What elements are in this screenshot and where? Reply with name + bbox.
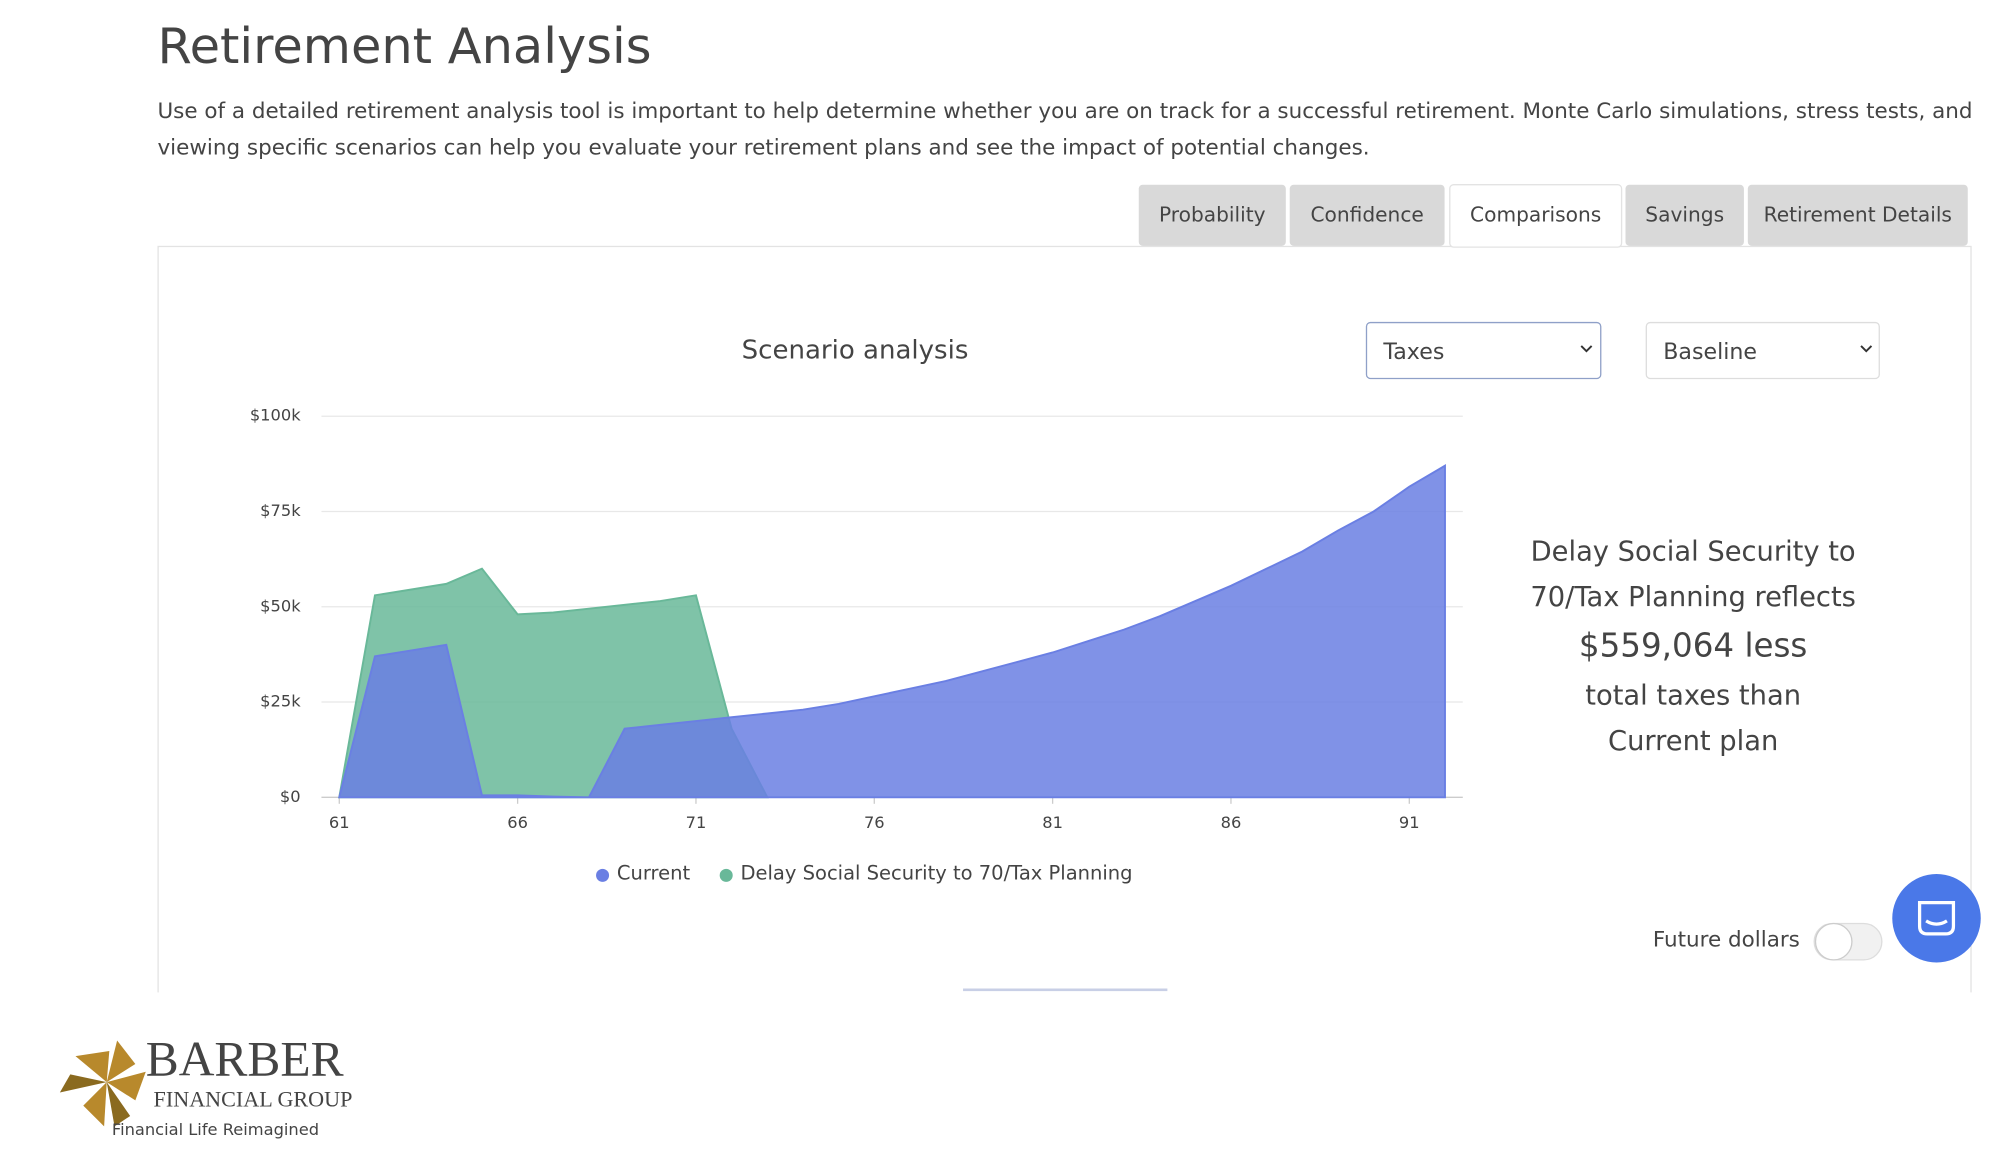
summary-line: 70/Tax Planning reflects [1530, 582, 1856, 613]
legend-swatch [719, 868, 733, 882]
y-tick-label: $25k [260, 692, 301, 711]
logo-name: BARBER [146, 1031, 344, 1086]
logo-tagline: Financial Life Reimagined [112, 1120, 319, 1139]
summary-amount: $559,064 less [1579, 627, 1807, 665]
button-edge [963, 988, 1168, 992]
logo-subtitle: FINANCIAL GROUP [154, 1087, 353, 1112]
footer [0, 992, 2012, 1168]
page-title: Retirement Analysis [157, 17, 651, 75]
toggle-knob [1814, 922, 1853, 961]
description: Use of a detailed retirement analysis to… [157, 99, 1972, 124]
tab[interactable] [1625, 184, 1744, 246]
dropdown-label: Baseline [1663, 339, 1757, 365]
tab-label: Probability [1159, 202, 1266, 226]
dropdown-label: Taxes [1382, 339, 1444, 365]
x-tick-label: 66 [507, 813, 528, 832]
chevron [1860, 345, 1873, 353]
chevron [1580, 345, 1593, 353]
x-tick-label: 81 [1042, 813, 1063, 832]
tab[interactable] [1747, 184, 1968, 246]
chat-button[interactable] [1892, 874, 1981, 963]
tab[interactable] [1449, 184, 1623, 248]
summary-line: Delay Social Security to [1531, 536, 1856, 567]
x-tick-label: 86 [1221, 813, 1242, 832]
summary-line: total taxes than [1585, 681, 1801, 712]
area [338, 464, 1446, 799]
toggle-label: Future dollars [1653, 927, 1800, 952]
tab[interactable] [1289, 184, 1445, 246]
x-tick-label: 61 [329, 813, 350, 832]
chat-icon [1917, 901, 1956, 936]
tab[interactable] [1138, 184, 1286, 246]
dropdown[interactable] [1365, 321, 1602, 380]
x-tick-label: 71 [686, 813, 707, 832]
summary-line: Current plan [1608, 726, 1778, 757]
tab-label: Retirement Details [1764, 202, 1952, 226]
legend-label: Current [617, 862, 691, 885]
x-tick-label: 76 [864, 813, 885, 832]
y-tick-label: $50k [260, 596, 301, 615]
y-tick-label: $75k [260, 501, 301, 520]
legend-label: Delay Social Security to 70/Tax Planning [741, 862, 1133, 885]
tab-label: Confidence [1310, 202, 1423, 226]
tab-label: Savings [1645, 202, 1724, 226]
dropdown[interactable] [1645, 321, 1880, 380]
legend-swatch [596, 868, 610, 882]
y-tick-label: $0 [280, 787, 301, 806]
y-tick-label: $100k [250, 406, 301, 425]
chart-title: Scenario analysis [742, 336, 969, 366]
tab-label: Comparisons [1470, 202, 1601, 226]
x-tick-label: 91 [1399, 813, 1420, 832]
description: viewing specific scenarios can help you … [157, 135, 1369, 160]
logo-mark [59, 1040, 146, 1127]
